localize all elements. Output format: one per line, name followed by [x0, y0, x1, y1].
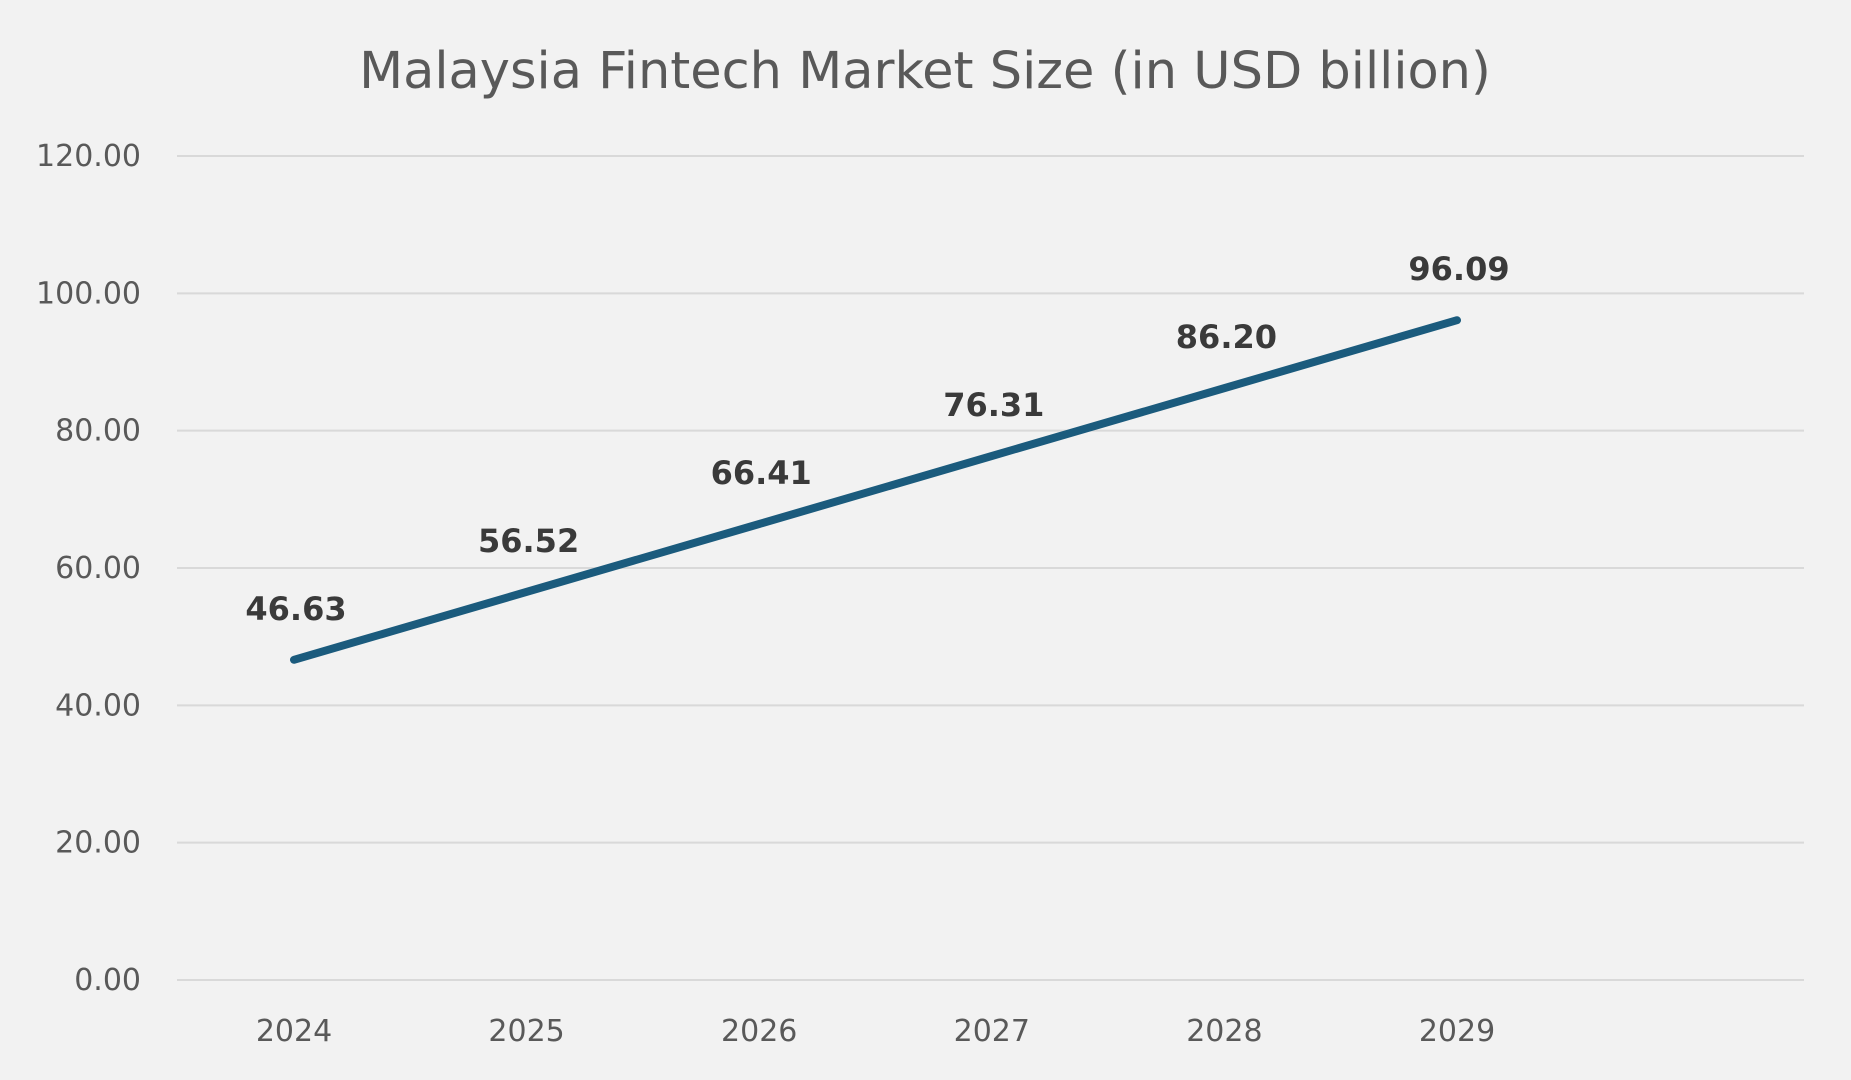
x-tick-label: 2024: [256, 1014, 332, 1049]
data-label: 56.52: [478, 522, 579, 560]
x-tick-label: 2027: [954, 1014, 1030, 1049]
series-lines: [290, 316, 1461, 664]
data-labels: 46.63 56.52 66.41 76.31 86.20 96.09: [245, 250, 1509, 628]
x-tick-label: 2029: [1419, 1014, 1495, 1049]
series-line: [290, 316, 1461, 664]
x-tick-label: 2028: [1186, 1014, 1262, 1049]
y-tick-label: 40.00: [55, 688, 141, 723]
y-tick-label: 20.00: [55, 826, 141, 861]
x-tick-label: 2025: [488, 1014, 564, 1049]
data-label: 46.63: [245, 590, 346, 628]
data-label: 86.20: [1176, 318, 1277, 356]
y-tick-label: 60.00: [55, 551, 141, 586]
x-tick-label: 2026: [721, 1014, 797, 1049]
y-tick-label: 0.00: [74, 963, 141, 998]
gridlines: [177, 155, 1804, 981]
x-axis-ticks: 2024 2025 2026 2027 2028 2029: [256, 1014, 1495, 1049]
data-label: 76.31: [943, 386, 1044, 424]
y-axis-ticks: 0.00 20.00 40.00 60.00 80.00 100.00 120.00: [36, 139, 141, 998]
data-label: 96.09: [1408, 250, 1509, 288]
data-label: 66.41: [711, 454, 812, 492]
y-tick-label: 80.00: [55, 414, 141, 449]
chart-title: Malaysia Fintech Market Size (in USD bil…: [359, 42, 1491, 101]
y-tick-label: 100.00: [36, 276, 141, 311]
y-tick-label: 120.00: [36, 139, 141, 174]
